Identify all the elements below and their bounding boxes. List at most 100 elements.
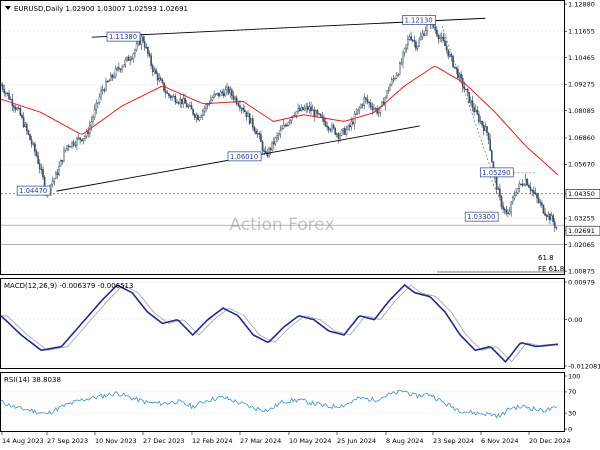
macd-gridlines xyxy=(1,281,564,367)
candle-body xyxy=(119,68,122,71)
candle-body xyxy=(151,65,154,72)
candle-body xyxy=(513,195,516,198)
candle-body xyxy=(22,117,25,127)
annotation-box xyxy=(227,151,262,162)
price-tick-label: 1.02691 xyxy=(568,227,595,235)
candle-body xyxy=(134,49,136,55)
retracement-lines xyxy=(441,25,536,218)
candle-body xyxy=(69,146,72,148)
candle-body xyxy=(243,109,246,112)
candle-body xyxy=(200,115,202,118)
time-tick-label: 25 Jun 2024 xyxy=(337,437,376,445)
candle-body xyxy=(350,121,353,128)
candle-body xyxy=(80,139,83,142)
candle-body xyxy=(361,104,364,106)
candle-body xyxy=(450,54,453,57)
candle-body xyxy=(93,109,96,118)
time-tick-label: 27 Sep 2023 xyxy=(47,437,88,445)
candle-body xyxy=(216,92,219,95)
candle-body xyxy=(547,213,550,217)
candle-body xyxy=(463,86,466,90)
candle-body xyxy=(465,88,467,91)
candle-body xyxy=(214,93,217,95)
chart-title: EURUSD,Daily 1.02900 1.03007 1.02593 1.0… xyxy=(5,5,188,13)
price-axis: 1.12880 1.11655 1.10465 1.09275 1.08085 1.068… xyxy=(564,0,600,275)
candle-body xyxy=(474,109,477,112)
candle-body xyxy=(71,141,73,147)
candle-body xyxy=(224,89,227,97)
candle-body xyxy=(319,113,322,117)
price-tick-label: 1.04350 xyxy=(568,190,595,198)
candle-body xyxy=(221,91,223,94)
candle-body xyxy=(266,152,269,157)
rsi-tick-label: 100 xyxy=(568,372,580,380)
candle-body xyxy=(294,115,296,117)
candle-body xyxy=(198,117,201,121)
time-tick-label: 10 May 2024 xyxy=(289,437,331,445)
candle-body xyxy=(27,130,30,135)
candle-body xyxy=(38,163,41,170)
candle-body xyxy=(263,150,265,152)
candle-body xyxy=(255,130,257,135)
rsi-title: RSI(14) 38.8038 xyxy=(4,376,61,384)
candle-body xyxy=(55,172,57,179)
annotation-label: 1.06010 xyxy=(230,153,258,161)
candle-body xyxy=(553,221,556,228)
candle-body xyxy=(539,201,542,204)
candle-body xyxy=(195,115,198,118)
price-tick-label: 1.00875 xyxy=(568,267,595,275)
candle-body xyxy=(395,75,398,79)
candle-body xyxy=(298,108,301,111)
collapse-triangle-icon[interactable] xyxy=(5,6,11,10)
candle-body xyxy=(453,66,456,68)
candle-body xyxy=(153,69,156,72)
candle-body xyxy=(239,105,241,109)
candle-body xyxy=(536,193,538,199)
candle-body xyxy=(442,36,445,41)
candle-body xyxy=(347,125,349,130)
candle-body xyxy=(423,33,425,36)
candle-body xyxy=(340,129,343,136)
candle-body xyxy=(542,204,545,214)
macd-signal-line xyxy=(1,284,559,363)
candle-body xyxy=(436,29,438,36)
candle-body xyxy=(235,97,238,104)
candle-body xyxy=(161,79,164,84)
candle-body xyxy=(489,139,491,151)
candle-body xyxy=(339,135,341,139)
candle-body xyxy=(407,39,409,45)
candle-body xyxy=(240,107,243,110)
candle-body xyxy=(300,106,303,111)
candle-body xyxy=(327,126,330,130)
candle-body xyxy=(555,226,558,229)
rsi-tick-label: 30 xyxy=(568,409,576,417)
candle-body xyxy=(76,138,78,146)
rsi-panel-frame xyxy=(0,372,565,432)
annotation-box xyxy=(106,31,141,42)
candle-body xyxy=(521,183,524,186)
candle-body xyxy=(526,178,529,186)
candle-body xyxy=(189,105,191,107)
time-tick-label: 23 Sep 2024 xyxy=(433,437,474,445)
candle-body xyxy=(213,94,215,98)
candle-body xyxy=(197,115,199,121)
candle-body xyxy=(394,78,396,80)
macd-title: MACD(12,26,9) -0.006379 -0.006513 xyxy=(4,282,133,290)
time-tick-label: 12 Feb 2024 xyxy=(192,437,232,445)
price-tick-label: 1.08085 xyxy=(568,107,595,115)
candle-body xyxy=(176,101,178,104)
annotation-label: 1.03300 xyxy=(467,213,495,221)
candle-body xyxy=(160,78,162,81)
candle-body xyxy=(105,80,107,91)
candle-body xyxy=(5,92,7,94)
candle-body xyxy=(287,122,290,126)
candle-body xyxy=(392,78,395,81)
candle-body xyxy=(98,96,101,103)
candle-body xyxy=(122,64,125,68)
candle-body xyxy=(460,73,462,79)
candle-body xyxy=(35,151,38,157)
last-price-box xyxy=(565,225,600,236)
candle-body xyxy=(250,118,253,124)
candle-body xyxy=(491,150,493,163)
candle-body xyxy=(437,34,440,39)
